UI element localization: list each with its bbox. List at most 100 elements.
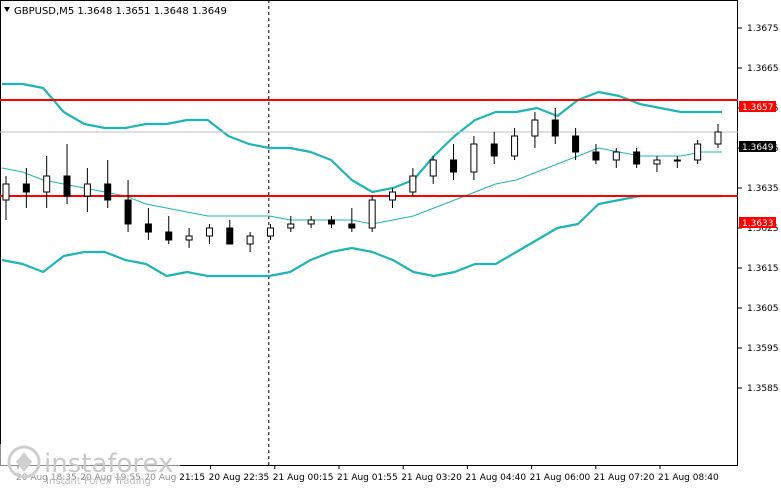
resistance-tag-text: 1.3657 [742,103,774,113]
candle [124,180,132,232]
candle [327,216,335,228]
candle [205,224,213,244]
candle-body [185,235,193,241]
y-tick-label: 1.3665 [747,64,779,74]
candle-body [2,183,10,201]
candle [165,216,173,244]
y-tick-label: 1.3625 [747,224,779,234]
candle [348,208,356,232]
candle-body [22,183,30,193]
resistance-price-tag: 1.3657 [739,101,776,113]
candle-body [124,199,132,225]
candle [144,208,152,240]
candle [266,224,274,240]
candle-body [511,135,519,157]
candle [409,168,417,196]
current-tag-bg [739,141,776,152]
candle [592,144,600,164]
support-price-tag: 1.3633 [739,217,776,229]
candle [389,188,397,208]
candle-body [551,119,559,137]
resistance-tag-bg [739,101,776,112]
candle [551,108,559,144]
x-tick-label: 21 Aug 03:20 [401,473,462,483]
candle [490,132,498,164]
candle [368,196,376,232]
candle-body [83,183,91,197]
candle [511,128,519,160]
candle-body [572,135,580,153]
y-tick-label: 1.3615 [747,264,779,274]
candle-body [205,227,213,237]
chart-title-text: GBPUSD,M5 1.3648 1.3651 1.3648 1.3649 [14,6,227,17]
candle [612,148,620,168]
candle-body [368,199,376,229]
candle [43,156,51,208]
candle-body [307,219,315,225]
candle [104,160,112,208]
candle-body [633,151,641,165]
candle-body [470,143,478,173]
current-tag-text: 1.3649 [742,143,774,153]
support-tag-bg [739,217,776,228]
candle [429,156,437,184]
candle [572,128,580,160]
candle-body [694,143,702,161]
candle [673,156,681,168]
candle-body [246,235,254,245]
y-tick-label: 1.3595 [747,344,779,354]
candle-body [450,159,458,173]
watermark-backdrop [0,444,180,489]
bollinger-upper-line [2,82,722,194]
candle-body [327,219,335,225]
y-tick-label: 1.3675 [747,24,779,34]
candle-body [226,227,234,245]
candle-body [104,183,112,201]
y-tick-label: 1.3635 [747,184,779,194]
candle-body [348,223,356,229]
candle-body [144,223,152,233]
instaforex-watermark: instaforex Instant Forex Trading [0,444,180,489]
candle-body [287,223,295,229]
candle [714,124,722,148]
y-tick-label: 1.3605 [747,304,779,314]
watermark-tagline: Instant Forex Trading [46,476,151,487]
candle [226,220,234,245]
candle [246,232,254,252]
candle [287,216,295,232]
candle-body [714,131,722,145]
candle [450,144,458,180]
candle-body [389,191,397,201]
x-tick-label: 20 Aug 22:35 [209,473,270,483]
watermark-brand: instaforex [44,449,173,479]
candle [63,144,71,204]
candle-body [429,159,437,177]
chart-title: GBPUSD,M5 1.3648 1.3651 1.3648 1.3649 [4,6,227,17]
candle [307,216,315,228]
horizontal-levels [0,99,738,197]
candle [653,156,661,172]
candle-body [63,175,71,197]
candle [694,140,702,164]
symbol-triangle-icon [4,7,10,12]
candle-body [43,175,51,193]
candle-body [490,143,498,157]
y-tick-label: 1.3585 [747,384,779,394]
candle-body [673,159,681,162]
support-tag-text: 1.3633 [742,219,774,229]
x-tick-label: 21 Aug 00:15 [273,473,334,483]
candle [83,168,91,212]
candle-body [612,151,620,161]
candle-body [653,159,661,165]
x-tick-label: 21 Aug 01:55 [337,473,398,483]
candle-body [266,227,274,237]
candlesticks [2,108,722,252]
candle [22,168,30,208]
x-tick-label: 21 Aug 04:40 [465,473,526,483]
candle-body [531,119,539,137]
candle [470,136,478,180]
bollinger-lower-line [1,194,722,278]
plot-frame [0,0,738,466]
